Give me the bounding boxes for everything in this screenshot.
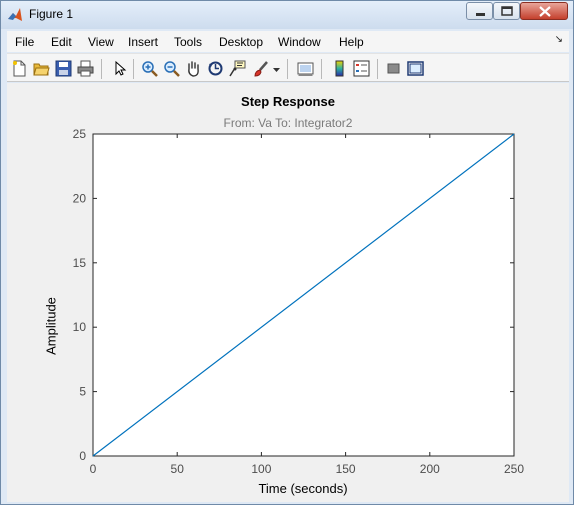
x-tick-label: 150	[336, 462, 356, 476]
plot-title: Step Response	[241, 94, 335, 109]
data-cursor-icon[interactable]	[229, 60, 246, 77]
maximize-button[interactable]	[493, 2, 520, 20]
pan-hand-icon[interactable]	[185, 60, 202, 77]
menu-file[interactable]: File	[15, 35, 35, 49]
y-tick-label: 25	[73, 127, 87, 141]
menu-edit[interactable]: Edit	[51, 35, 72, 49]
maximize-icon	[501, 6, 513, 16]
minimize-button[interactable]	[466, 2, 493, 20]
toolbar-separator	[101, 59, 102, 79]
toolbar-separator	[321, 59, 322, 79]
y-tick-label: 10	[73, 320, 87, 334]
colorbar-icon[interactable]	[331, 60, 348, 77]
menu-window[interactable]: Window	[278, 35, 321, 49]
window-title: Figure 1	[29, 7, 74, 21]
menu-bar: File Edit View Insert Tools Desktop Wind…	[7, 31, 569, 52]
x-tick-label: 50	[171, 462, 185, 476]
step-response-plot[interactable]: 0 50 100 150 200 250 0 5 10 15 20 25	[7, 83, 569, 502]
hide-plot-tools-icon[interactable]	[385, 60, 402, 77]
x-tick-label: 100	[251, 462, 271, 476]
brush-menu-icon[interactable]	[272, 60, 281, 77]
menu-help[interactable]: Help	[339, 35, 364, 49]
title-bar[interactable]: Figure 1	[1, 1, 573, 29]
save-icon[interactable]	[55, 60, 72, 77]
series-line	[92, 133, 515, 457]
pointer-icon[interactable]	[111, 60, 128, 77]
y-tick-label: 15	[73, 256, 87, 270]
menu-dock-arrow-icon[interactable]: ↘	[554, 34, 563, 45]
toolbar-separator	[287, 59, 288, 79]
x-tick-label: 250	[504, 462, 524, 476]
figure-canvas: Step Response From: Va To: Integrator2 0…	[7, 83, 569, 502]
figure-toolbar	[7, 53, 569, 82]
show-plot-tools-icon[interactable]	[407, 60, 424, 77]
menu-insert[interactable]: Insert	[128, 35, 159, 49]
new-figure-icon[interactable]	[11, 60, 28, 77]
x-axis-label: Time (seconds)	[258, 481, 348, 496]
toolbar-separator	[377, 59, 378, 79]
rotate-3d-icon[interactable]	[207, 60, 224, 77]
close-icon	[539, 6, 551, 17]
x-tick-label: 200	[420, 462, 440, 476]
toolbar-separator	[133, 59, 134, 79]
y-axis-label: Amplitude	[43, 297, 59, 355]
axis-ticks: 0 50 100 150 200 250 0 5 10 15 20 25	[73, 127, 525, 476]
menu-view[interactable]: View	[88, 35, 114, 49]
menu-tools[interactable]: Tools	[174, 35, 203, 49]
close-button[interactable]	[520, 2, 568, 20]
open-file-icon[interactable]	[33, 60, 50, 77]
zoom-out-icon[interactable]	[163, 60, 180, 77]
menu-desktop[interactable]: Desktop	[219, 35, 264, 49]
y-tick-label: 20	[73, 191, 87, 205]
link-plot-icon[interactable]	[297, 60, 314, 77]
y-tick-label: 5	[79, 385, 86, 399]
y-tick-label: 0	[79, 449, 86, 463]
x-tick-label: 0	[90, 462, 97, 476]
plot-subtitle: From: Va To: Integrator2	[223, 116, 353, 130]
zoom-in-icon[interactable]	[141, 60, 158, 77]
legend-icon[interactable]	[353, 60, 370, 77]
print-icon[interactable]	[77, 60, 94, 77]
minimize-icon	[476, 13, 485, 16]
brush-icon[interactable]	[253, 60, 270, 77]
matlab-icon	[8, 8, 22, 21]
